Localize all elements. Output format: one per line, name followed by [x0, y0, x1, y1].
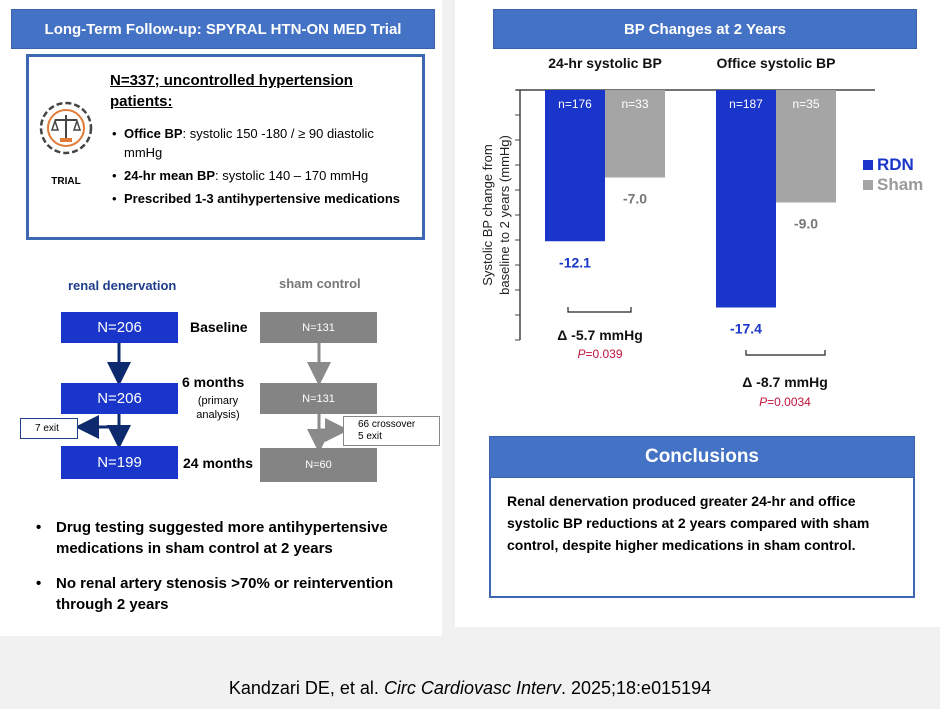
- n-label: n=33: [621, 97, 648, 111]
- citation: Kandzari DE, et al. Circ Cardiovasc Inte…: [0, 678, 940, 699]
- criteria-heading: N=337; uncontrolled hypertension patient…: [110, 72, 353, 110]
- bar-rdn: [545, 90, 605, 242]
- p-value: =0.0034: [767, 395, 811, 409]
- notes-list: Drug testing suggested more antihyperten…: [30, 517, 430, 629]
- citation-rest: . 2025;18:e015194: [560, 678, 712, 698]
- p-label: P: [577, 347, 585, 361]
- timepoint-baseline-label: Baseline: [190, 319, 248, 335]
- difference-bracket: [567, 307, 632, 313]
- y-axis-label-line: Systolic BP change from: [480, 144, 495, 285]
- right-title: BP Changes at 2 Years: [493, 9, 917, 49]
- p-value-label: P=0.0034: [759, 395, 811, 409]
- n-label: n=187: [729, 97, 763, 111]
- rdn-6mo-box: N=206: [61, 383, 178, 414]
- bar-rdn: [716, 90, 776, 308]
- trial-icon: [36, 98, 96, 158]
- criteria-item: Office BP: systolic 150 -180 / ≥ 90 dias…: [110, 124, 410, 162]
- sham-exit-line: 66 crossover: [358, 419, 416, 430]
- left-title: Long-Term Follow-up: SPYRAL HTN-ON MED T…: [11, 9, 435, 49]
- citation-journal: Circ Cardiovasc Interv: [383, 678, 561, 698]
- criteria-item: Prescribed 1-3 antihypertensive medicati…: [110, 189, 410, 208]
- timepoint-24mo-label: 24 months: [183, 455, 254, 471]
- bp-change-chart: Systolic BP change from baseline to 2 yea…: [480, 55, 923, 409]
- sham-exit-box: 66 crossover 5 exit: [343, 416, 440, 446]
- bar-sham: [605, 90, 665, 178]
- sham-6mo-box: N=131: [260, 383, 377, 414]
- rdn-24mo-box: N=199: [61, 446, 178, 479]
- legend-label: RDN: [877, 155, 914, 174]
- flow-arrows: [75, 343, 349, 453]
- p-label: P: [759, 395, 767, 409]
- p-value-label: P=0.039: [577, 347, 622, 361]
- note-item: No renal artery stenosis >70% or reinter…: [30, 573, 430, 615]
- sham-24mo-box: N=60: [260, 448, 377, 482]
- timepoint-6mo-sub: (primary analysis): [196, 395, 240, 421]
- criteria-list: Office BP: systolic 150 -180 / ≥ 90 dias…: [110, 124, 410, 212]
- category-label: Office systolic BP: [716, 55, 835, 71]
- y-axis-label: Systolic BP change from baseline to 2 yea…: [480, 135, 512, 295]
- category-label: 24-hr systolic BP: [548, 55, 662, 71]
- conclusions-title: Conclusions: [489, 436, 915, 478]
- difference-bracket: [745, 350, 826, 356]
- citation-authors: Kandzari DE, et al.: [228, 678, 384, 698]
- legend-swatch: [863, 160, 873, 170]
- legend-swatch: [863, 180, 873, 190]
- delta-label: Δ -8.7 mmHg: [742, 374, 828, 390]
- value-label: -17.4: [730, 321, 762, 337]
- sham-heading: sham control: [279, 276, 361, 291]
- delta-label: Δ -5.7 mmHg: [557, 327, 643, 343]
- y-axis-label-line: baseline to 2 years (mmHg): [497, 135, 512, 295]
- rdn-baseline-box: N=206: [61, 312, 178, 343]
- conclusions-text: Renal denervation produced greater 24-hr…: [507, 493, 870, 553]
- bar-sham: [776, 90, 836, 203]
- value-label: -9.0: [794, 216, 818, 232]
- timepoint-6mo-label: 6 months: [182, 374, 245, 390]
- legend-label: Sham: [877, 175, 923, 194]
- criteria-item: 24-hr mean BP: systolic 140 – 170 mmHg: [110, 166, 410, 185]
- sham-baseline-box: N=131: [260, 312, 377, 343]
- rdn-heading: renal denervation: [68, 278, 177, 293]
- note-item: Drug testing suggested more antihyperten…: [30, 517, 430, 559]
- value-label: -12.1: [559, 254, 591, 270]
- rdn-exit-box: 7 exit: [20, 418, 78, 439]
- n-label: n=35: [792, 97, 819, 111]
- n-label: n=176: [558, 97, 592, 111]
- sham-exit-line: 5 exit: [358, 431, 382, 442]
- trial-icon-label: TRIAL: [51, 176, 81, 187]
- value-label: -7.0: [623, 191, 647, 207]
- p-value: =0.039: [585, 347, 622, 361]
